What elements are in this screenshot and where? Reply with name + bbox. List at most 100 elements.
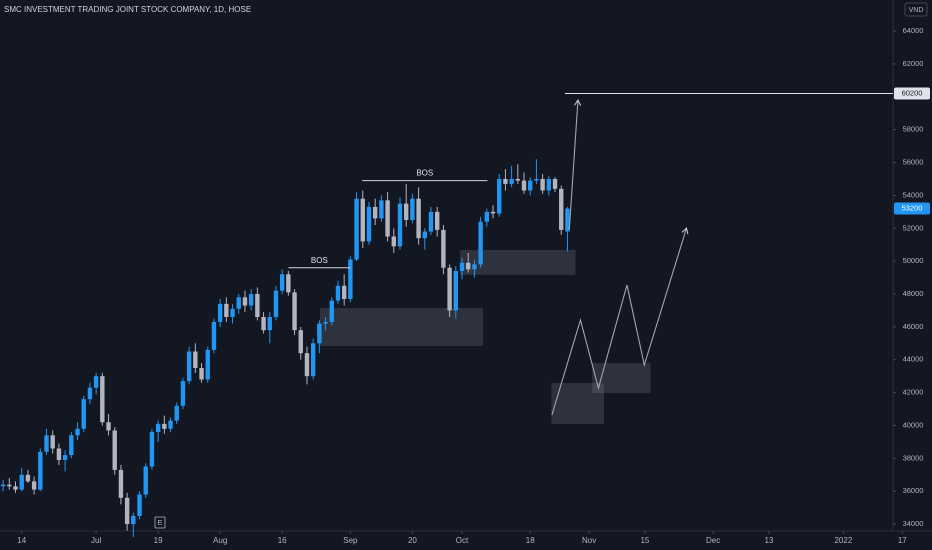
last-price-label: 53200 xyxy=(902,204,923,213)
candle-body xyxy=(149,432,155,467)
candle-body xyxy=(180,381,186,406)
level-tag xyxy=(894,87,930,100)
candle-body xyxy=(441,229,446,268)
x-tick-label: 20 xyxy=(408,536,417,545)
y-tick-label: 44000 xyxy=(903,355,924,364)
candle-body xyxy=(515,178,521,181)
candle-body xyxy=(199,367,204,380)
candle-body xyxy=(137,494,142,516)
candle-body xyxy=(453,271,459,311)
candle-body xyxy=(168,420,173,429)
zone xyxy=(319,307,484,346)
candle-body xyxy=(534,178,539,181)
candle-body xyxy=(422,231,427,239)
event-label: E xyxy=(157,518,162,527)
candle-body xyxy=(242,297,248,306)
candle-body xyxy=(366,206,372,242)
y-tick-label: 62000 xyxy=(903,59,924,68)
candle-body xyxy=(81,399,86,429)
candle-body xyxy=(484,211,490,222)
candle-body xyxy=(56,448,62,461)
zone xyxy=(460,249,576,275)
candle-body xyxy=(403,203,409,221)
y-tick-label: 64000 xyxy=(903,26,924,35)
candle-body xyxy=(236,297,241,309)
candle-body xyxy=(372,206,378,219)
candle-body xyxy=(317,323,322,344)
candle-body xyxy=(391,236,396,247)
x-tick-label: Oct xyxy=(456,536,469,545)
candle-body xyxy=(416,198,421,239)
bos-label: BOS xyxy=(311,256,328,265)
projection-path xyxy=(551,227,689,416)
candle-body xyxy=(360,198,365,242)
x-tick-label: 16 xyxy=(278,536,287,545)
y-tick-label: 56000 xyxy=(903,158,924,167)
x-tick-label: Nov xyxy=(582,536,596,545)
candle-body xyxy=(466,262,471,270)
candle-body xyxy=(379,200,384,219)
candle-body xyxy=(273,290,279,318)
x-tick-label: 2022 xyxy=(834,536,852,545)
candle-body xyxy=(552,178,558,189)
candle-body xyxy=(509,178,514,184)
candle-body xyxy=(528,180,533,191)
candle-body xyxy=(292,292,297,331)
candle-body xyxy=(31,481,37,490)
candle-body xyxy=(143,466,148,495)
x-tick-label: 19 xyxy=(154,536,163,545)
y-tick-label: 34000 xyxy=(903,519,924,528)
candle-body xyxy=(230,308,235,318)
y-tick-label: 42000 xyxy=(903,388,924,397)
candle-body xyxy=(565,208,570,232)
x-tick-label: Aug xyxy=(213,536,227,545)
candle-body xyxy=(248,294,254,306)
candle-body xyxy=(497,178,502,214)
zone xyxy=(592,363,651,394)
candle-body xyxy=(490,211,496,214)
candle-body xyxy=(186,351,192,382)
candle-body xyxy=(354,198,359,260)
candle-body xyxy=(304,353,310,377)
x-tick-label: Dec xyxy=(706,536,720,545)
candle-body xyxy=(100,376,105,423)
candle-body xyxy=(472,264,477,270)
x-tick-label: 15 xyxy=(640,536,649,545)
candle-body xyxy=(410,198,415,221)
candle-body xyxy=(298,330,303,354)
candle-body xyxy=(174,405,179,421)
candle-body xyxy=(118,469,124,498)
currency-box xyxy=(904,2,928,17)
candle-body xyxy=(267,317,272,331)
candle-body xyxy=(75,428,80,436)
x-tick-label: 14 xyxy=(17,536,26,545)
candle-body xyxy=(310,343,316,377)
candle-body xyxy=(0,484,6,487)
candle-body xyxy=(87,387,93,400)
candle-body xyxy=(540,178,545,191)
candle-body xyxy=(348,259,353,299)
y-tick-label: 40000 xyxy=(903,420,924,429)
candle-body xyxy=(459,262,465,272)
candle-body xyxy=(50,435,55,449)
bos-label: BOS xyxy=(416,169,433,178)
candle-body xyxy=(162,423,167,429)
candle-body xyxy=(19,474,24,490)
candle-body xyxy=(559,188,564,230)
y-tick-label: 50000 xyxy=(903,256,924,265)
candle-body xyxy=(7,484,12,487)
candle-body xyxy=(106,422,111,431)
last-price-tag xyxy=(894,202,930,215)
x-tick-label: Sep xyxy=(343,536,358,545)
candle-body xyxy=(503,178,508,184)
y-tick-label: 46000 xyxy=(903,322,924,331)
candle-body xyxy=(131,515,136,525)
candle-body xyxy=(335,285,341,301)
x-tick-label: 18 xyxy=(526,536,535,545)
event-box xyxy=(154,516,166,529)
candle-body xyxy=(261,317,266,331)
candle-body xyxy=(124,497,130,525)
candle-body xyxy=(224,303,229,318)
